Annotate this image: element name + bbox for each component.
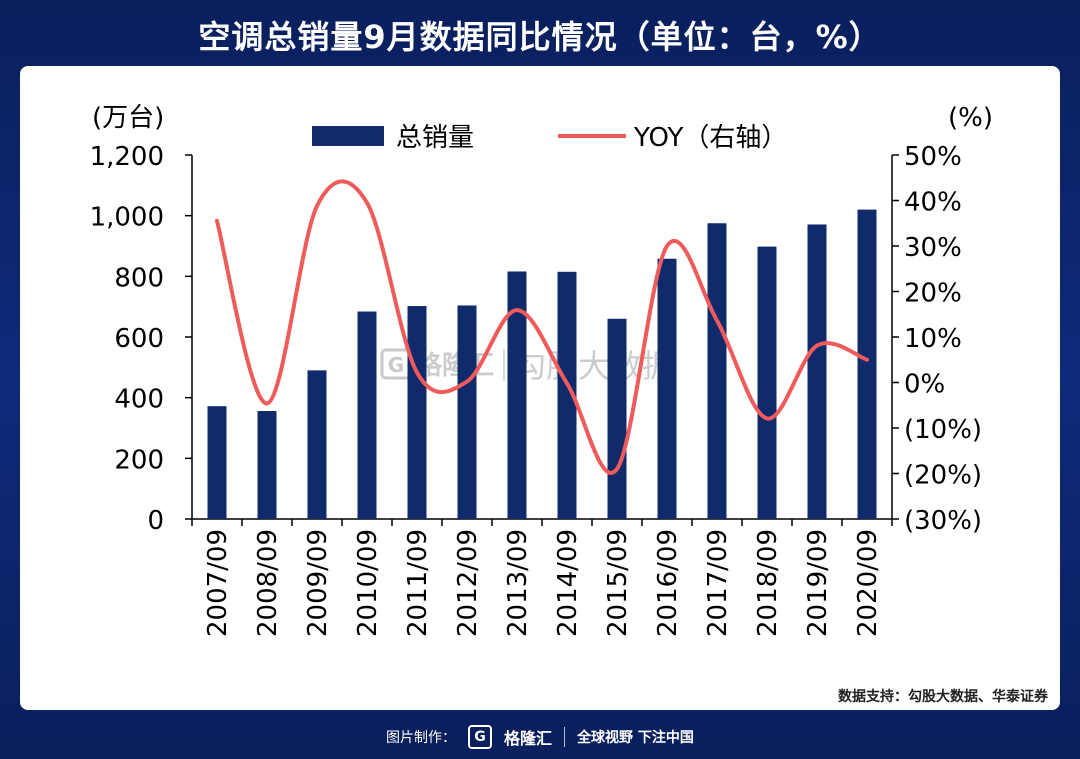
bar: [707, 223, 727, 519]
left-tick-label: 1,200: [90, 142, 164, 172]
legend-bar-swatch: [312, 126, 384, 146]
bar: [407, 306, 427, 519]
right-tick-label: (10%): [904, 415, 982, 445]
right-tick-label: 10%: [904, 324, 962, 354]
watermark-text: 勾股大数据: [514, 347, 674, 385]
x-tick-label: 2012/09: [453, 529, 483, 637]
watermark-logo-letter: G: [388, 353, 404, 377]
watermark-brand: 格隆汇: [416, 350, 494, 381]
legend-bar-label: 总销量: [396, 123, 474, 153]
bar: [657, 258, 677, 519]
bar: [207, 406, 227, 519]
x-tick-label: 2009/09: [303, 529, 333, 637]
left-tick-label: 400: [114, 385, 164, 415]
footer-brand: 格隆汇: [504, 729, 553, 748]
footer-credit: 图片制作：: [386, 730, 457, 746]
x-tick-label: 2018/09: [753, 529, 783, 637]
x-tick-label: 2007/09: [203, 529, 233, 637]
bar: [607, 318, 627, 519]
bar: [357, 311, 377, 519]
footer-divider: [564, 727, 566, 747]
combo-chart: G 格隆汇 勾股大数据 0 200 400 600 800 1,000 1,200 (30%) (20…: [90, 103, 993, 637]
right-tick-label: (20%): [904, 461, 982, 491]
brand-logo-icon: G: [468, 725, 493, 749]
x-tick-label: 2013/09: [503, 529, 533, 637]
left-tick-label: 0: [147, 506, 164, 536]
x-tick-label: 2008/09: [253, 529, 283, 637]
right-tick-label: 40%: [904, 188, 962, 218]
footer-slogan: 全球视野 下注中国: [577, 730, 694, 746]
left-tick-label: 200: [114, 445, 164, 475]
chart-title: 空调总销量9月数据同比情况（单位：台，%）: [198, 18, 882, 56]
x-tick-label: 2020/09: [853, 529, 883, 637]
x-tick-label: 2015/09: [603, 529, 633, 637]
left-tick-label: 1,000: [90, 203, 164, 233]
right-tick-label: 50%: [904, 142, 962, 172]
right-tick-label: 0%: [904, 370, 945, 400]
x-tick-label: 2017/09: [703, 529, 733, 637]
footer: 图片制作： G 格隆汇 全球视野 下注中国: [0, 722, 1080, 752]
bar: [757, 246, 777, 519]
right-tick-label: 20%: [904, 279, 962, 309]
data-source: 数据支持：勾股大数据、华泰证券: [838, 689, 1048, 705]
right-tick-label: 30%: [904, 233, 962, 263]
bar: [307, 370, 327, 519]
x-tick-label: 2016/09: [653, 529, 683, 637]
bar: [257, 411, 277, 519]
x-tick-label: 2014/09: [553, 529, 583, 637]
left-tick-label: 800: [114, 263, 164, 293]
right-tick-label: (30%): [904, 506, 982, 536]
left-tick-label: 600: [114, 324, 164, 354]
chart-card: [20, 66, 1060, 710]
bar: [507, 271, 527, 519]
bar: [857, 209, 877, 519]
yoy-line: [215, 179, 869, 475]
bar: [457, 305, 477, 519]
x-tick-label: 2011/09: [403, 529, 433, 637]
bar: [557, 271, 577, 519]
legend-line-label: YOY（右轴）: [633, 123, 787, 153]
bar: [807, 224, 827, 520]
left-axis-unit: (万台): [92, 103, 164, 133]
x-tick-label: 2010/09: [353, 529, 383, 637]
right-axis-unit: (%): [948, 103, 993, 133]
x-tick-label: 2019/09: [803, 529, 833, 637]
